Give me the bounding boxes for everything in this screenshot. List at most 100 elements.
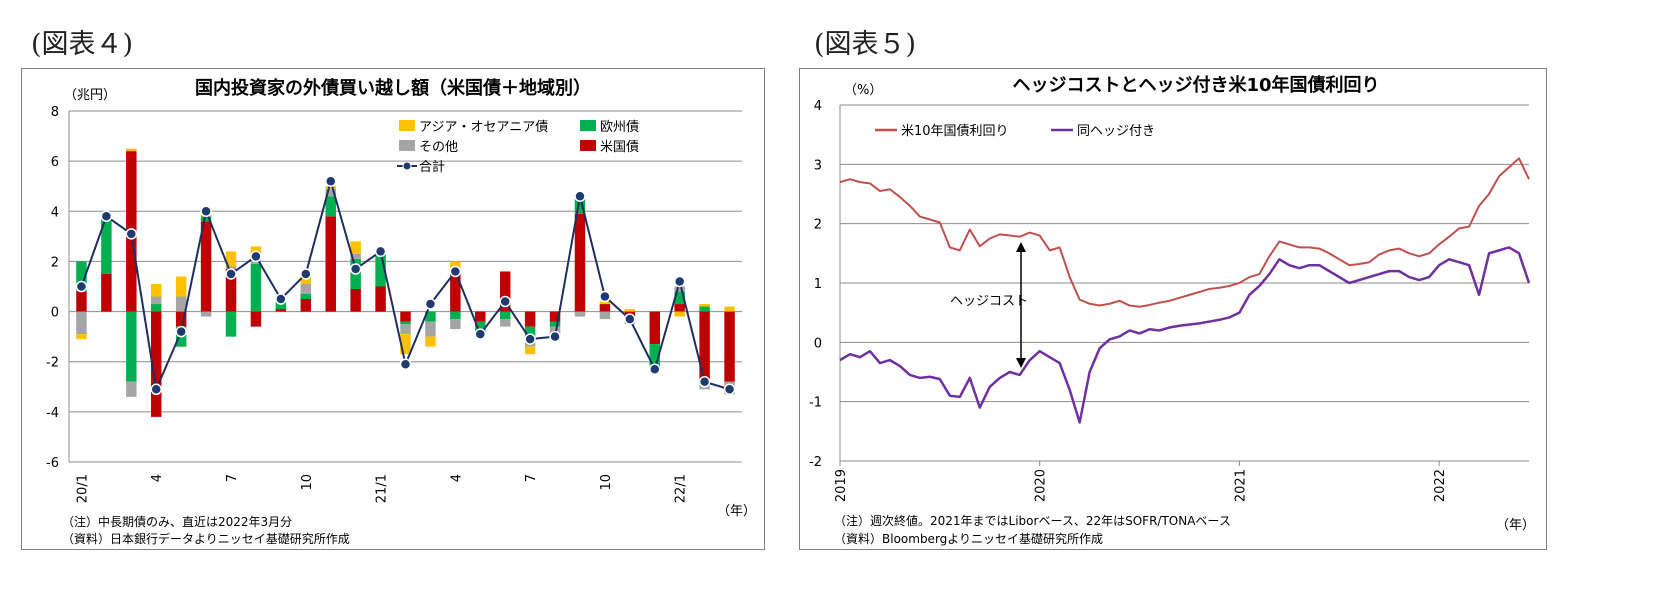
total-point xyxy=(300,268,312,280)
total-point xyxy=(599,290,611,303)
x-tick-label: 2019 xyxy=(834,469,849,502)
arrow-head-down-icon xyxy=(1016,358,1026,368)
figure-4-label: (図表４) xyxy=(31,29,134,60)
legend-label: 同ヘッジ付き xyxy=(1077,124,1155,139)
bar-segment xyxy=(524,346,536,355)
bar-segment xyxy=(450,261,461,269)
total-point xyxy=(723,383,736,396)
bar-segment xyxy=(574,213,586,312)
y-tick-label: -4 xyxy=(46,406,59,421)
legend-label: 欧州債 xyxy=(600,120,639,135)
bar-segment xyxy=(450,268,461,312)
bar-segment xyxy=(475,321,486,332)
bar-segment xyxy=(599,304,611,312)
x-tick-label: 7 xyxy=(225,474,240,482)
y-tick-label: -1 xyxy=(809,396,822,411)
bar-segment xyxy=(325,216,336,312)
total-point xyxy=(150,383,162,396)
bar-segment xyxy=(200,221,212,312)
legend-swatch xyxy=(399,120,415,131)
total-point xyxy=(225,268,237,280)
y-tick-label: 1 xyxy=(814,277,822,292)
total-point xyxy=(200,205,212,218)
bar-segment xyxy=(400,321,411,325)
bar-segment xyxy=(76,261,87,292)
chart1-y-unit: （兆円） xyxy=(64,88,116,103)
y-tick-label: 2 xyxy=(51,255,59,270)
bar-segment xyxy=(724,311,735,382)
chart2-y-unit: （%） xyxy=(844,83,882,98)
total-point xyxy=(698,376,711,388)
bar-segment xyxy=(499,319,511,327)
bar-segment xyxy=(400,311,411,322)
bar-segment xyxy=(425,336,436,347)
bar-segment xyxy=(126,148,137,152)
bar-segment xyxy=(499,311,511,320)
chart1-title: 国内投資家の外債買い越し額（米国債＋地域別） xyxy=(195,77,591,99)
legend-label: 米国債 xyxy=(600,140,639,155)
bar-segment xyxy=(649,311,660,345)
bar-segment xyxy=(699,311,710,382)
bar-segment xyxy=(76,311,87,335)
y-tick-label: 4 xyxy=(814,99,822,114)
y-tick-label: -2 xyxy=(809,455,822,470)
bar-segment xyxy=(549,321,561,327)
total-point xyxy=(250,250,262,263)
total-point xyxy=(349,263,362,275)
bar-segment xyxy=(674,311,685,317)
legend-swatch xyxy=(399,140,415,151)
bar-segment xyxy=(151,304,162,312)
total-point xyxy=(474,328,487,340)
bar-segment xyxy=(524,311,536,327)
bar-segment xyxy=(350,253,361,259)
bar-segment xyxy=(250,311,262,327)
x-tick-label: 2022 xyxy=(1433,469,1448,502)
y-tick-label: 3 xyxy=(814,158,822,173)
bar-chart-svg: 国内投資家の外債買い越し額（米国債＋地域別） （兆円） -6-4-202468 … xyxy=(46,77,756,546)
x-tick-label: 20/1 xyxy=(75,474,90,503)
bar-segment xyxy=(151,311,162,417)
bar-segment xyxy=(126,381,137,397)
chart2-note: （注）週次終値。2021年まではLiborベース、22年はSOFR/TONAベー… xyxy=(834,513,1231,528)
total-point xyxy=(524,333,536,345)
legend-label: 合計 xyxy=(419,159,445,175)
bar-segment xyxy=(250,263,262,312)
chart2-x-unit: （年） xyxy=(1496,518,1535,533)
hedge-cost-annotation: ヘッジコスト xyxy=(950,294,1028,309)
bar-segment xyxy=(674,304,685,312)
y-tick-label: 6 xyxy=(51,155,59,170)
legend-swatch xyxy=(580,120,596,131)
bar-segment xyxy=(549,311,561,322)
bar-segment xyxy=(76,334,87,340)
total-point xyxy=(424,298,437,310)
bar-segment xyxy=(225,251,237,267)
bar-segment xyxy=(499,271,511,312)
bar-segment xyxy=(200,311,212,317)
bar-segment xyxy=(101,218,112,274)
bar-segment xyxy=(599,311,611,320)
bar-segment xyxy=(325,186,336,189)
bar-segment xyxy=(175,311,187,327)
bar-segment xyxy=(325,196,336,217)
chart1-x-unit: （年） xyxy=(717,504,756,519)
bar-segment xyxy=(400,334,411,355)
legend-label: アジア・オセアニア債 xyxy=(419,120,548,135)
y-tick-label: -6 xyxy=(46,456,59,471)
bar-segment xyxy=(101,273,112,312)
bar-segment xyxy=(375,286,386,312)
series-line xyxy=(839,246,1531,424)
chart1-source: （資料）日本銀行データよりニッセイ基礎研究所作成 xyxy=(62,531,350,546)
total-point xyxy=(324,175,337,187)
bar-segment xyxy=(275,309,287,312)
x-tick-label: 4 xyxy=(449,474,464,482)
total-point xyxy=(275,293,287,305)
chart2-title: ヘッジコストとヘッジ付き米10年国債利回り xyxy=(1012,74,1379,96)
x-tick-label: 22/1 xyxy=(674,474,689,503)
x-tick-label: 4 xyxy=(150,474,165,482)
total-point xyxy=(649,363,661,375)
bar-segment xyxy=(300,294,312,300)
chart2-source: （資料）Bloombergよりニッセイ基礎研究所作成 xyxy=(834,531,1103,546)
legend-label: 米10年国債利回り xyxy=(901,124,1009,139)
bar-segment xyxy=(699,306,710,312)
legend-marker xyxy=(402,161,412,171)
